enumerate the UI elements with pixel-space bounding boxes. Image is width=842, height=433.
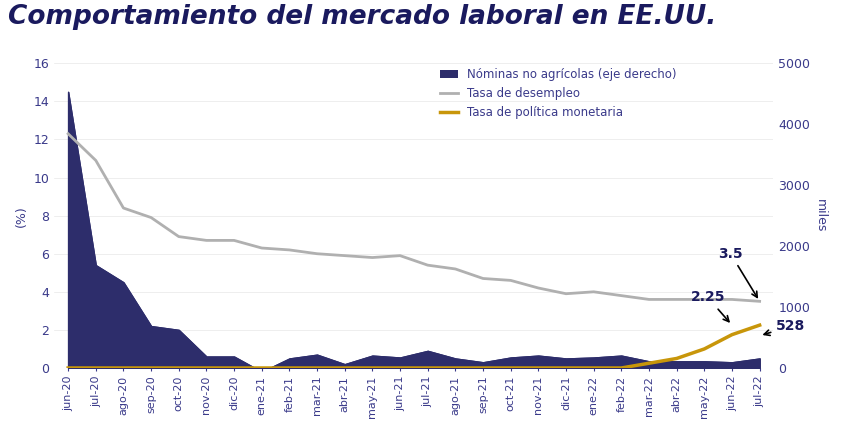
Legend: Nóminas no agrícolas (eje derecho), Tasa de desempleo, Tasa de política monetari: Nóminas no agrícolas (eje derecho), Tasa… [435, 63, 681, 123]
Text: 3.5: 3.5 [718, 246, 757, 297]
Text: 2.25: 2.25 [690, 291, 729, 322]
Text: 528: 528 [764, 319, 806, 336]
Y-axis label: (%): (%) [15, 205, 28, 226]
Y-axis label: miles: miles [814, 199, 827, 233]
Text: Comportamiento del mercado laboral en EE.UU.: Comportamiento del mercado laboral en EE… [8, 4, 717, 30]
